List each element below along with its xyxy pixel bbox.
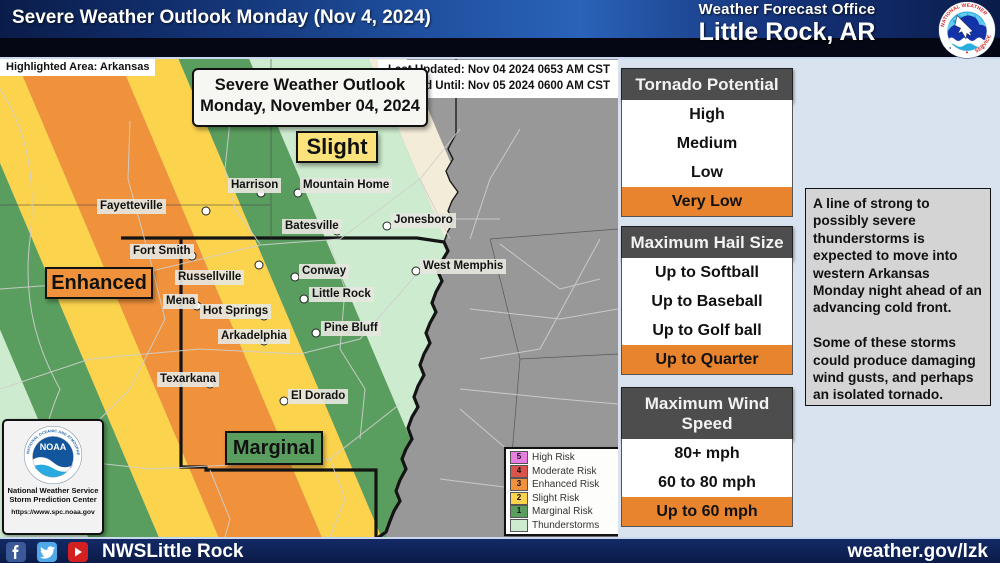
svg-text:NOAA: NOAA [40, 442, 67, 452]
